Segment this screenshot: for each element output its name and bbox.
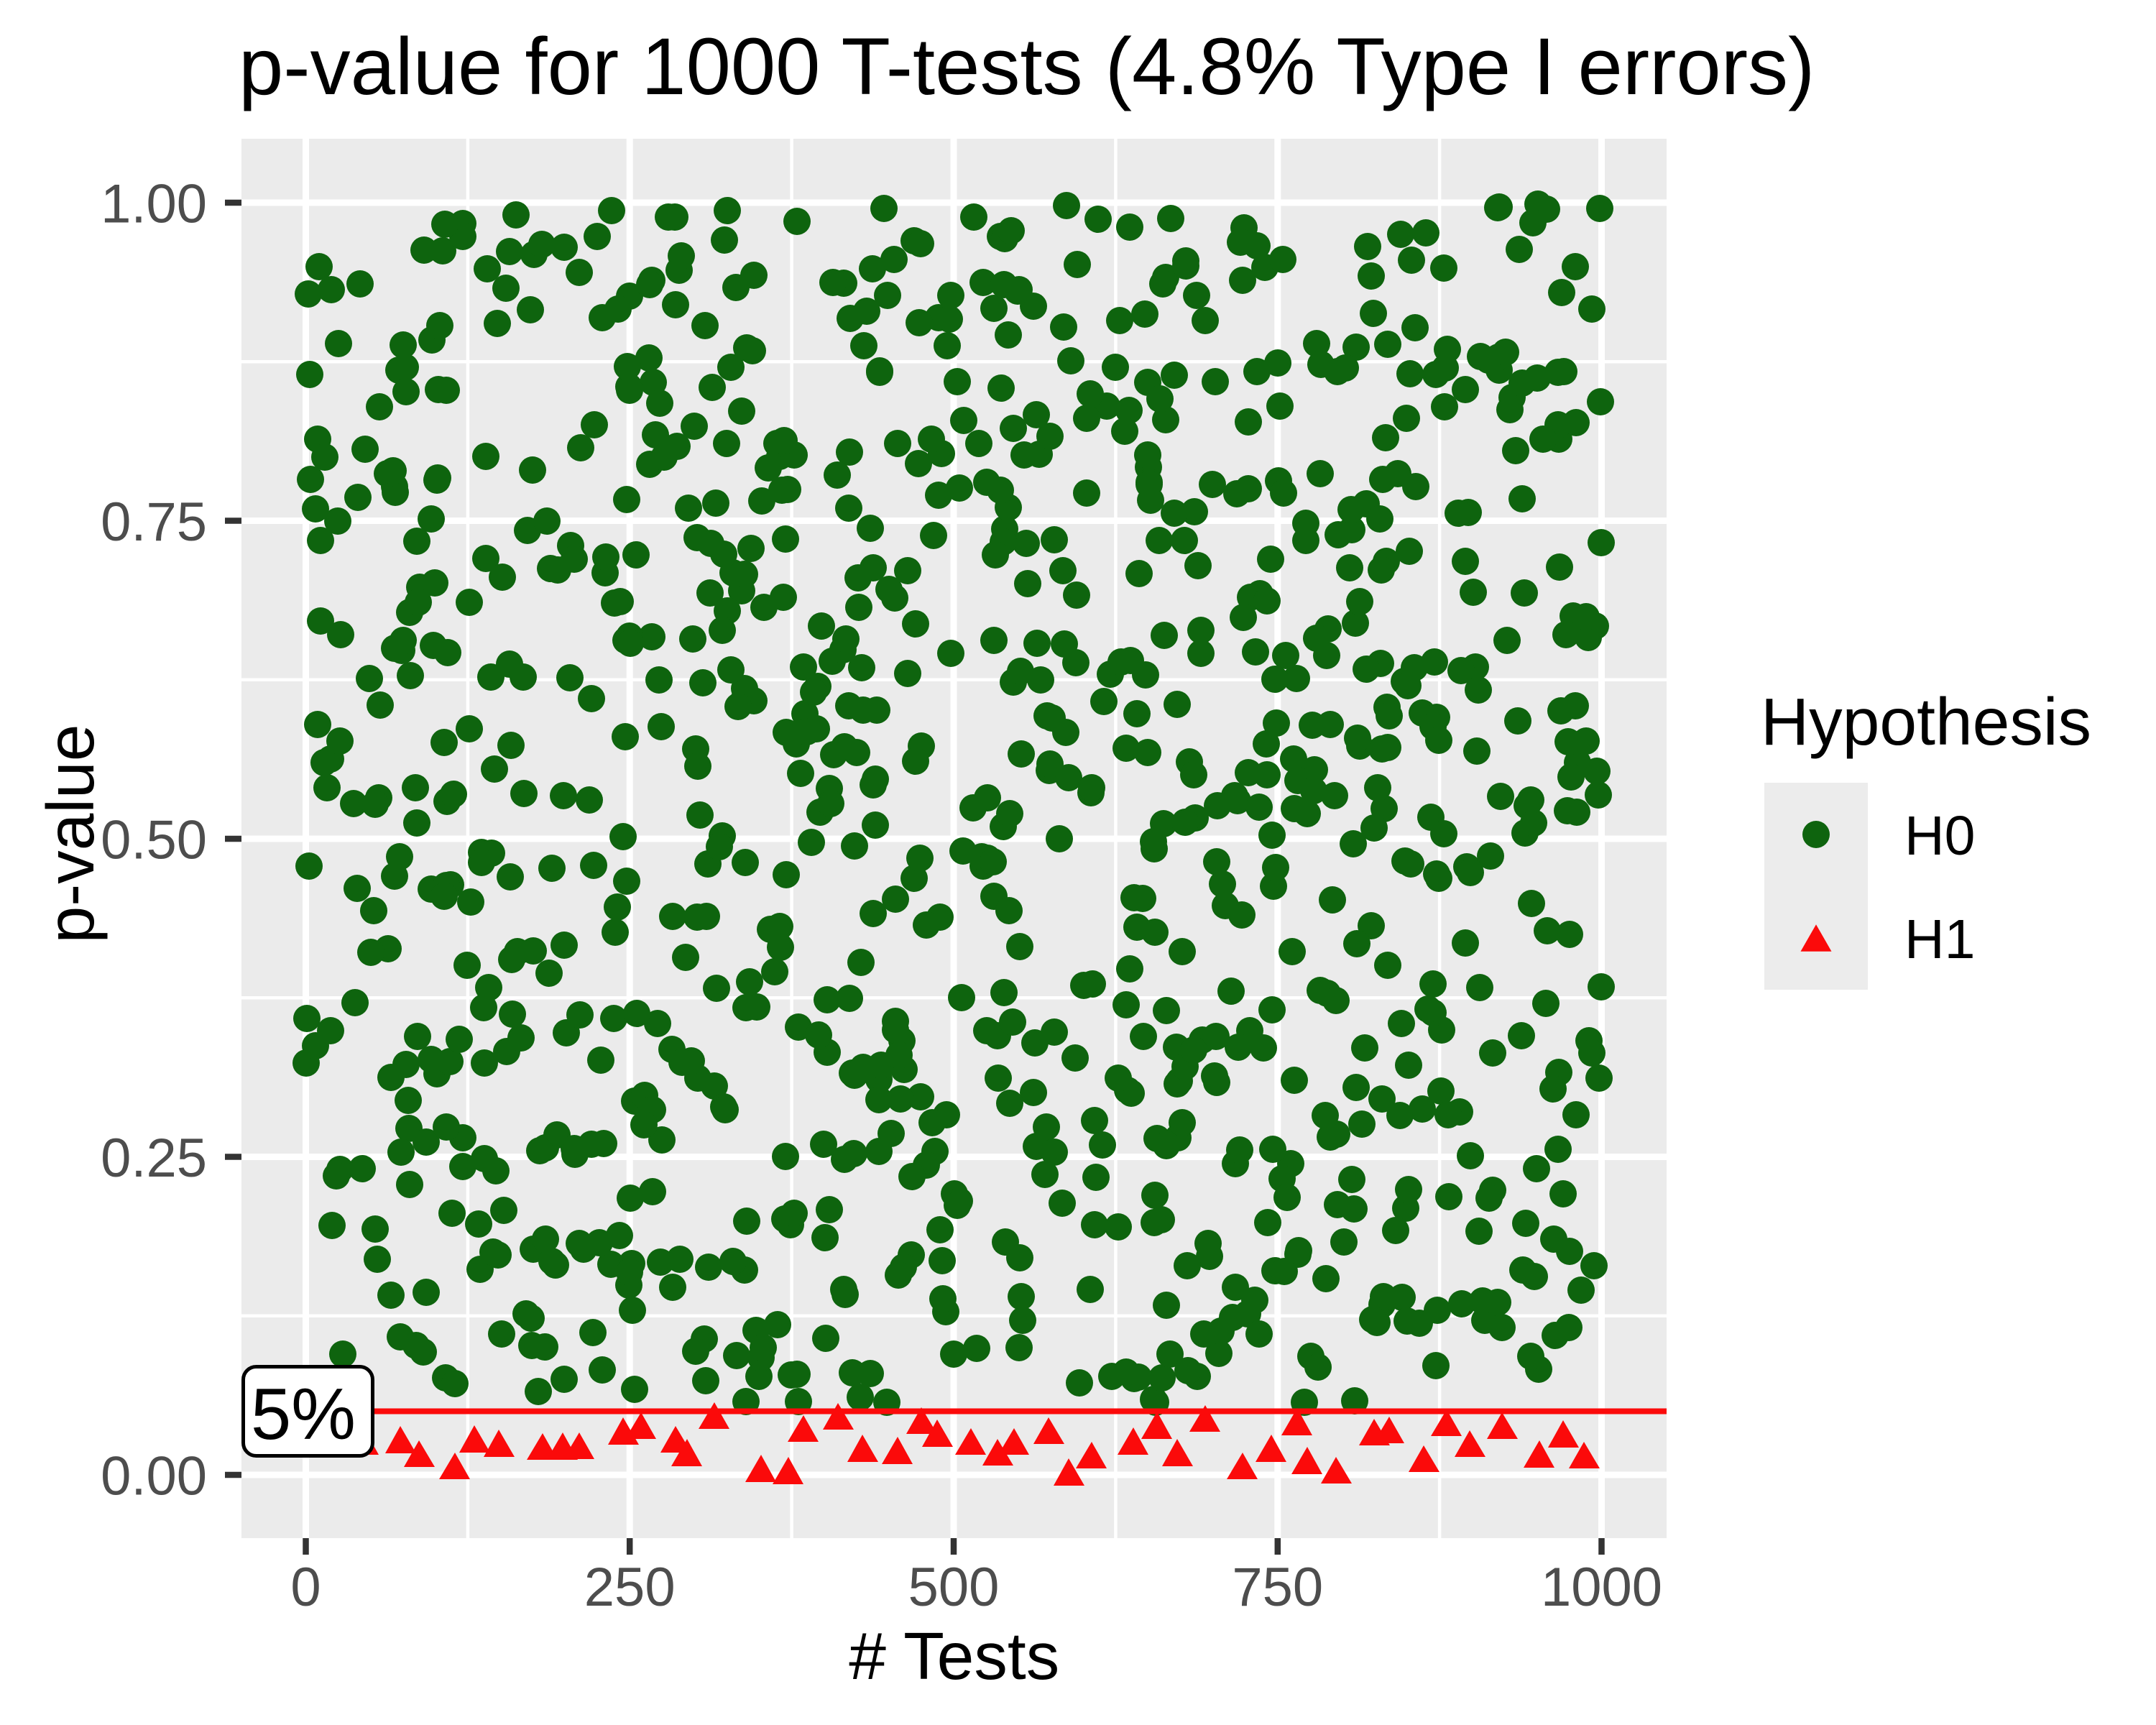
svg-text:500: 500 [908,1557,1000,1618]
svg-text:5%: 5% [251,1374,356,1455]
svg-text:# Tests: # Tests [849,1619,1059,1693]
svg-text:0: 0 [290,1557,321,1618]
svg-text:H0: H0 [1904,805,1975,867]
svg-text:0.00: 0.00 [101,1446,207,1507]
svg-text:250: 250 [584,1557,676,1618]
svg-text:p-value: p-value [33,724,108,943]
svg-text:1.00: 1.00 [101,174,207,235]
svg-text:Hypothesis: Hypothesis [1761,684,2091,759]
svg-text:1000: 1000 [1541,1557,1662,1618]
svg-text:750: 750 [1232,1557,1323,1618]
svg-text:0.25: 0.25 [101,1128,207,1189]
svg-text:p-value for 1000 T-tests (4.8%: p-value for 1000 T-tests (4.8% Type I er… [239,22,1815,111]
svg-text:H1: H1 [1904,908,1975,970]
svg-text:0.75: 0.75 [101,492,207,553]
svg-text:0.50: 0.50 [101,810,207,871]
